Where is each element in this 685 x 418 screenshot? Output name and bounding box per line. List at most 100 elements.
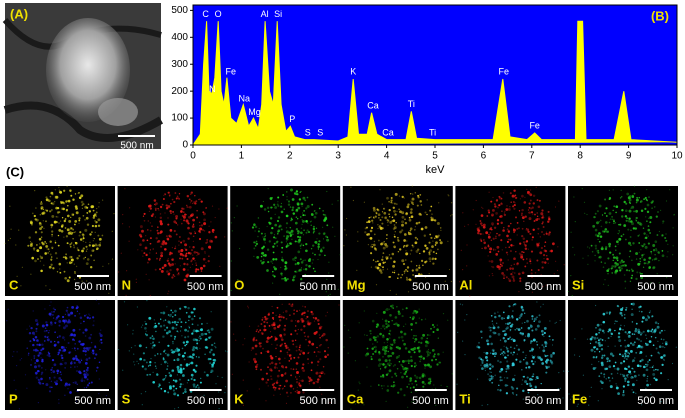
signal-dot bbox=[248, 361, 250, 363]
signal-dot bbox=[191, 323, 194, 326]
signal-dot bbox=[274, 362, 278, 366]
signal-dot bbox=[42, 208, 44, 211]
signal-dot bbox=[88, 244, 91, 247]
signal-dot bbox=[168, 381, 170, 384]
signal-dot bbox=[593, 215, 596, 219]
signal-dot bbox=[175, 327, 177, 330]
signal-dot bbox=[34, 218, 37, 221]
signal-dot bbox=[145, 273, 147, 275]
signal-dot bbox=[390, 201, 393, 204]
signal-dot bbox=[547, 365, 551, 369]
signal-dot bbox=[94, 220, 96, 222]
signal-dot bbox=[666, 277, 668, 279]
signal-dot bbox=[266, 317, 269, 320]
signal-dot bbox=[388, 354, 391, 357]
signal-dot bbox=[612, 354, 615, 357]
signal-dot bbox=[600, 348, 604, 351]
signal-dot bbox=[296, 229, 300, 233]
element-label: K bbox=[234, 391, 244, 406]
signal-dot bbox=[56, 206, 60, 210]
signal-dot bbox=[530, 360, 534, 363]
signal-dot bbox=[392, 264, 396, 268]
signal-dot bbox=[299, 353, 302, 356]
signal-dot bbox=[173, 200, 176, 204]
signal-dot bbox=[640, 340, 643, 343]
signal-dot bbox=[192, 353, 195, 357]
signal-dot bbox=[294, 339, 297, 342]
signal-dot bbox=[86, 280, 88, 282]
signal-dot bbox=[158, 209, 160, 211]
signal-dot bbox=[403, 332, 407, 336]
signal-dot bbox=[147, 220, 150, 222]
signal-dot bbox=[182, 215, 186, 219]
signal-dot bbox=[308, 265, 311, 268]
signal-dot bbox=[382, 334, 385, 337]
signal-dot bbox=[179, 307, 182, 310]
signal-dot bbox=[544, 340, 547, 344]
signal-dot bbox=[487, 244, 489, 246]
signal-dot bbox=[70, 311, 74, 315]
signal-dot bbox=[41, 371, 44, 374]
signal-dot bbox=[98, 332, 101, 335]
signal-dot bbox=[597, 249, 599, 252]
signal-dot bbox=[414, 338, 418, 341]
signal-dot bbox=[30, 363, 32, 366]
signal-dot bbox=[538, 320, 541, 324]
signal-dot bbox=[387, 224, 389, 226]
signal-dot bbox=[541, 209, 544, 212]
signal-dot bbox=[84, 335, 87, 337]
signal-dot bbox=[508, 279, 512, 283]
signal-dot bbox=[558, 372, 560, 374]
signal-dot bbox=[50, 259, 52, 262]
signal-dot bbox=[587, 255, 589, 257]
signal-dot bbox=[252, 357, 256, 361]
signal-dot bbox=[524, 312, 526, 314]
signal-dot bbox=[594, 216, 596, 218]
signal-dot bbox=[407, 231, 410, 233]
signal-dot bbox=[34, 319, 38, 322]
signal-dot bbox=[628, 352, 631, 355]
signal-dot bbox=[183, 358, 186, 361]
signal-dot bbox=[171, 258, 175, 261]
signal-dot bbox=[446, 385, 448, 388]
signal-dot bbox=[464, 319, 466, 321]
signal-dot bbox=[499, 339, 502, 341]
signal-dot bbox=[163, 360, 167, 364]
signal-dot bbox=[26, 387, 28, 389]
signal-dot bbox=[563, 370, 565, 372]
signal-dot bbox=[418, 317, 420, 319]
signal-dot bbox=[625, 309, 627, 311]
signal-dot bbox=[513, 244, 515, 247]
signal-dot bbox=[492, 323, 494, 325]
signal-dot bbox=[516, 262, 519, 265]
signal-dot bbox=[504, 356, 507, 359]
signal-dot bbox=[257, 230, 260, 233]
signal-dot bbox=[187, 206, 190, 209]
signal-dot bbox=[509, 330, 511, 332]
signal-dot bbox=[270, 260, 273, 263]
signal-dot bbox=[508, 338, 510, 340]
signal-dot bbox=[231, 373, 233, 375]
signal-dot bbox=[298, 238, 302, 242]
signal-dot bbox=[141, 365, 144, 368]
signal-dot bbox=[409, 377, 412, 380]
signal-dot bbox=[492, 196, 494, 199]
signal-dot bbox=[177, 353, 181, 356]
signal-dot bbox=[175, 387, 178, 390]
signal-dot bbox=[410, 328, 413, 331]
signal-dot bbox=[647, 235, 649, 237]
signal-dot bbox=[190, 202, 192, 204]
signal-dot bbox=[55, 318, 58, 321]
signal-dot bbox=[392, 241, 395, 244]
signal-dot bbox=[67, 199, 71, 203]
signal-dot bbox=[478, 356, 481, 360]
signal-dot bbox=[277, 233, 279, 235]
signal-dot bbox=[386, 344, 389, 347]
signal-dot bbox=[344, 324, 346, 326]
signal-dot bbox=[179, 330, 182, 332]
signal-dot bbox=[41, 324, 45, 328]
signal-dot bbox=[532, 362, 535, 366]
signal-dot bbox=[426, 334, 429, 336]
signal-dot bbox=[174, 263, 176, 265]
signal-dot bbox=[633, 374, 637, 378]
